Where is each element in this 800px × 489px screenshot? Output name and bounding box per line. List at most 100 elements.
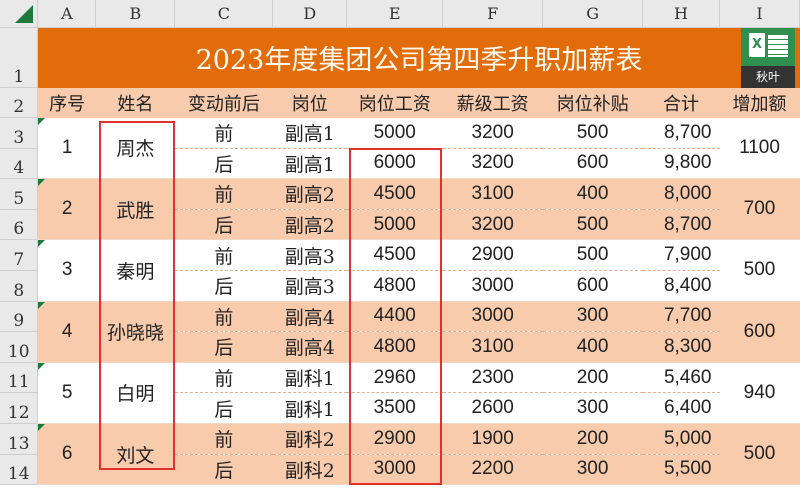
column-header-E[interactable]: E: [346, 0, 444, 28]
column-header-G[interactable]: G: [542, 0, 644, 28]
post-cell[interactable]: 副高4: [272, 331, 347, 363]
header-cell[interactable]: 合计: [642, 87, 720, 118]
seq-cell[interactable]: 1: [37, 117, 96, 180]
base-salary-cell[interactable]: 6000: [346, 148, 443, 180]
row-header[interactable]: 8: [0, 270, 39, 302]
seq-cell[interactable]: 5: [37, 362, 96, 424]
post-cell[interactable]: 副高3: [272, 270, 347, 302]
grade-salary-cell[interactable]: 3100: [442, 331, 543, 363]
allowance-cell[interactable]: 600: [542, 148, 643, 180]
total-cell[interactable]: 7,700: [642, 301, 720, 333]
base-salary-cell[interactable]: 3000: [346, 454, 443, 486]
grade-salary-cell[interactable]: 3000: [442, 301, 543, 333]
name-cell[interactable]: 刘文: [95, 423, 175, 486]
name-cell[interactable]: 周杰: [95, 117, 175, 180]
base-salary-cell[interactable]: 4500: [346, 239, 443, 271]
total-cell[interactable]: 8,300: [642, 331, 720, 363]
name-cell[interactable]: 白明: [95, 362, 175, 424]
grade-salary-cell[interactable]: 3200: [442, 148, 543, 180]
allowance-cell[interactable]: 600: [542, 270, 643, 302]
header-cell[interactable]: 姓名: [95, 87, 175, 118]
grade-salary-cell[interactable]: 3200: [442, 117, 543, 149]
seq-cell[interactable]: 3: [37, 239, 96, 302]
row-header[interactable]: 2: [0, 87, 39, 118]
name-cell[interactable]: 秦明: [95, 239, 175, 302]
seq-cell[interactable]: 6: [37, 423, 96, 486]
row-header[interactable]: 6: [0, 209, 39, 241]
row-header[interactable]: 4: [0, 148, 39, 180]
increase-cell[interactable]: 700: [719, 178, 800, 241]
grade-salary-cell[interactable]: 3000: [442, 270, 543, 302]
increase-cell[interactable]: 1100: [719, 117, 800, 180]
base-salary-cell[interactable]: 5000: [346, 209, 443, 241]
grade-salary-cell[interactable]: 2300: [442, 362, 543, 394]
grade-salary-cell[interactable]: 2200: [442, 454, 543, 486]
increase-cell[interactable]: 500: [719, 239, 800, 302]
base-salary-cell[interactable]: 5000: [346, 117, 443, 149]
base-salary-cell[interactable]: 4800: [346, 270, 443, 302]
total-cell[interactable]: 8,000: [642, 178, 720, 210]
column-header-B[interactable]: B: [95, 0, 176, 28]
allowance-cell[interactable]: 300: [542, 392, 643, 424]
post-cell[interactable]: 副科1: [272, 392, 347, 424]
row-header[interactable]: 5: [0, 178, 39, 210]
total-cell[interactable]: 5,000: [642, 423, 720, 455]
post-cell[interactable]: 副高1: [272, 148, 347, 180]
change-cell[interactable]: 前: [174, 423, 273, 455]
total-cell[interactable]: 5,460: [642, 362, 720, 394]
header-cell[interactable]: 序号: [37, 87, 96, 118]
post-cell[interactable]: 副科1: [272, 362, 347, 394]
header-cell[interactable]: 岗位: [272, 87, 347, 118]
base-salary-cell[interactable]: 4500: [346, 178, 443, 210]
grade-salary-cell[interactable]: 3200: [442, 209, 543, 241]
header-cell[interactable]: 岗位补贴: [542, 87, 643, 118]
total-cell[interactable]: 7,900: [642, 239, 720, 271]
column-header-H[interactable]: H: [642, 0, 720, 28]
total-cell[interactable]: 8,700: [642, 117, 720, 149]
grade-salary-cell[interactable]: 2900: [442, 239, 543, 271]
post-cell[interactable]: 副高2: [272, 209, 347, 241]
grade-salary-cell[interactable]: 1900: [442, 423, 543, 455]
row-header[interactable]: 10: [0, 331, 39, 363]
column-header-C[interactable]: C: [174, 0, 274, 28]
allowance-cell[interactable]: 500: [542, 117, 643, 149]
change-cell[interactable]: 后: [174, 209, 273, 241]
post-cell[interactable]: 副高1: [272, 117, 347, 149]
total-cell[interactable]: 6,400: [642, 392, 720, 424]
post-cell[interactable]: 副科2: [272, 423, 347, 455]
change-cell[interactable]: 前: [174, 239, 273, 271]
allowance-cell[interactable]: 400: [542, 331, 643, 363]
increase-cell[interactable]: 500: [719, 423, 800, 486]
column-header-A[interactable]: A: [37, 0, 97, 28]
row-header[interactable]: 9: [0, 301, 39, 333]
change-cell[interactable]: 后: [174, 331, 273, 363]
header-cell[interactable]: 增加额: [719, 87, 800, 118]
allowance-cell[interactable]: 300: [542, 301, 643, 333]
base-salary-cell[interactable]: 2900: [346, 423, 443, 455]
post-cell[interactable]: 副高4: [272, 301, 347, 333]
post-cell[interactable]: 副高3: [272, 239, 347, 271]
row-header[interactable]: 11: [0, 362, 39, 394]
allowance-cell[interactable]: 200: [542, 423, 643, 455]
row-header[interactable]: 14: [0, 454, 39, 486]
header-cell[interactable]: 岗位工资: [346, 87, 443, 118]
change-cell[interactable]: 后: [174, 392, 273, 424]
grade-salary-cell[interactable]: 3100: [442, 178, 543, 210]
allowance-cell[interactable]: 200: [542, 362, 643, 394]
post-cell[interactable]: 副高2: [272, 178, 347, 210]
total-cell[interactable]: 9,800: [642, 148, 720, 180]
name-cell[interactable]: 武胜: [95, 178, 175, 241]
column-header-F[interactable]: F: [442, 0, 544, 28]
row-header[interactable]: 13: [0, 423, 39, 455]
post-cell[interactable]: 副科2: [272, 454, 347, 486]
seq-cell[interactable]: 4: [37, 301, 96, 363]
base-salary-cell[interactable]: 3500: [346, 392, 443, 424]
allowance-cell[interactable]: 500: [542, 239, 643, 271]
total-cell[interactable]: 8,700: [642, 209, 720, 241]
total-cell[interactable]: 5,500: [642, 454, 720, 486]
name-cell[interactable]: 孙晓晓: [95, 301, 175, 363]
column-header-I[interactable]: I: [719, 0, 800, 28]
allowance-cell[interactable]: 300: [542, 454, 643, 486]
row-header[interactable]: 1: [0, 27, 39, 88]
base-salary-cell[interactable]: 4400: [346, 301, 443, 333]
